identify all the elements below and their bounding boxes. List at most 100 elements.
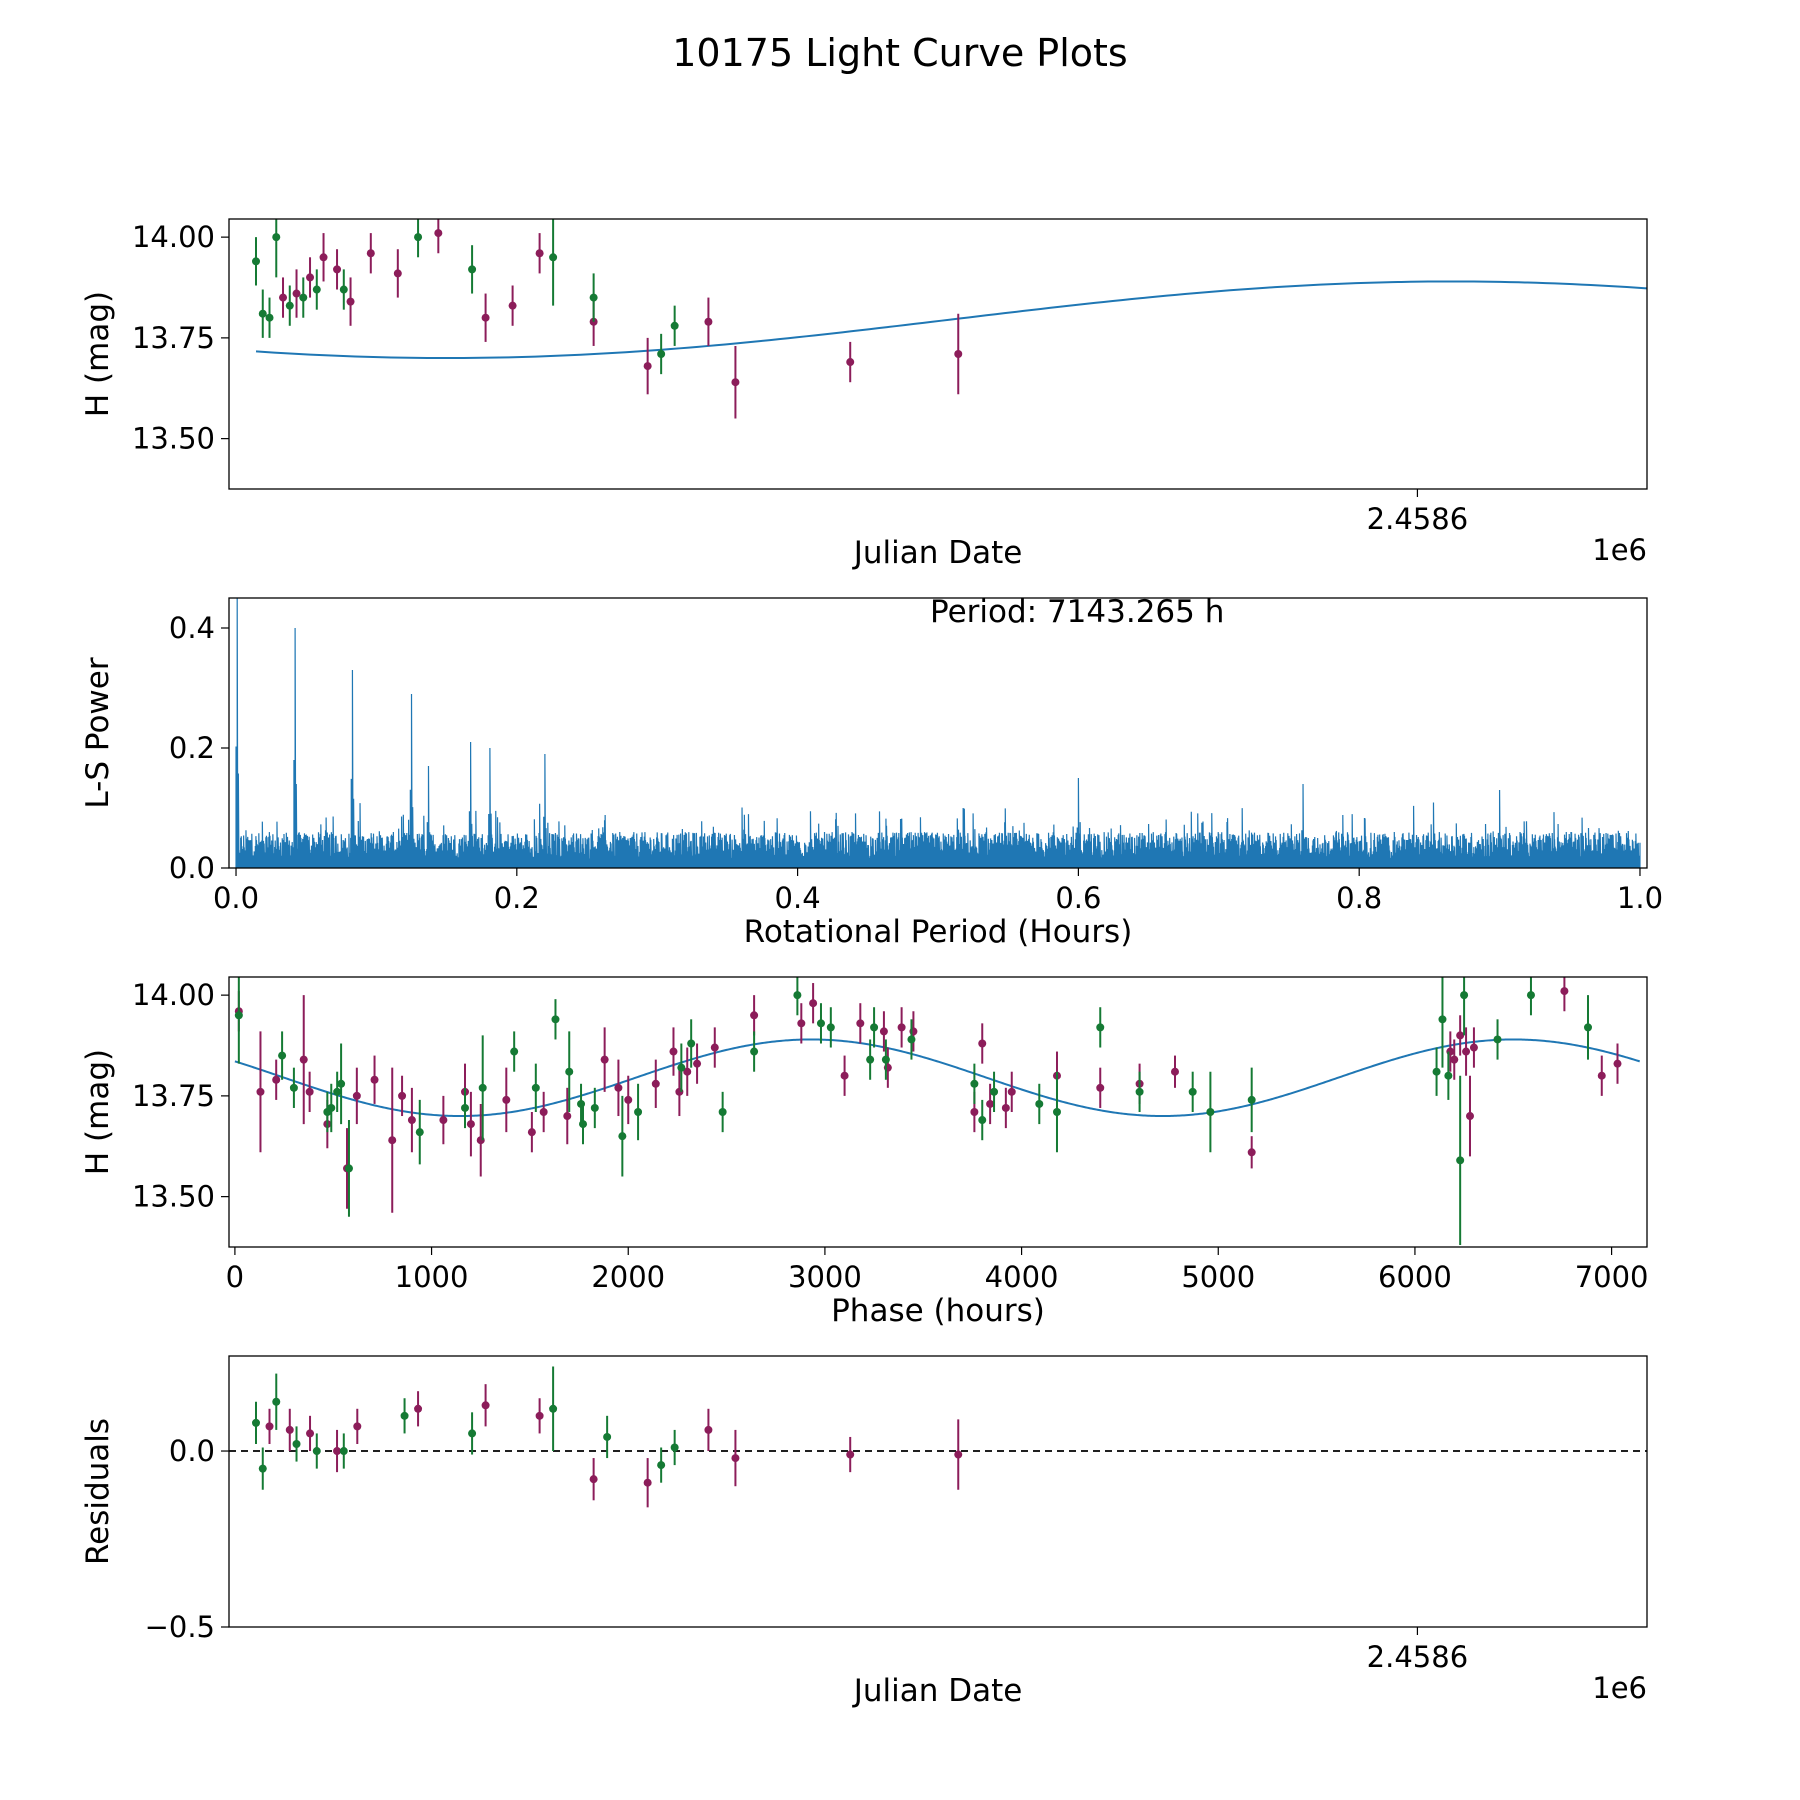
x-axis-label: Julian Date <box>852 535 1023 571</box>
data-point <box>285 1425 294 1434</box>
data-point <box>669 1047 678 1056</box>
data-point <box>907 1035 916 1044</box>
data-point <box>624 1095 633 1104</box>
x-tick-label: 6000 <box>1378 1260 1452 1294</box>
x-tick-label: 0.0 <box>213 881 259 915</box>
data-point <box>816 1019 825 1028</box>
data-point <box>461 1103 470 1112</box>
data-point <box>1052 1108 1061 1116</box>
x-tick-label: 2.4586 <box>1367 1640 1468 1674</box>
data-point <box>252 257 261 266</box>
data-point <box>434 229 443 238</box>
x-tick-label: 1000 <box>395 1260 469 1294</box>
x-tick-label: 2.4586 <box>1367 502 1468 536</box>
data-point <box>750 1011 759 1020</box>
data-point <box>704 1425 713 1434</box>
data-point <box>333 1087 342 1096</box>
data-point <box>634 1108 643 1116</box>
data-point <box>643 362 652 371</box>
data-point <box>670 1443 679 1452</box>
data-point <box>549 1404 558 1413</box>
data-point <box>1583 1023 1592 1032</box>
data-point <box>252 1418 261 1427</box>
data-point <box>970 1079 979 1088</box>
data-point <box>439 1116 448 1125</box>
panel-residuals: 2.45862.45882.45902.45922.45942.4596−0.5… <box>80 1355 1648 1709</box>
data-point <box>1001 1103 1010 1112</box>
data-point <box>292 289 301 298</box>
data-point <box>344 1164 353 1173</box>
data-point <box>531 1083 540 1092</box>
panel-light-curve: 2.45862.45882.45902.45922.45942.459613.5… <box>80 218 1648 571</box>
data-point <box>978 1116 987 1125</box>
data-point <box>840 1071 849 1080</box>
data-point <box>793 991 802 1000</box>
data-point <box>327 1103 336 1112</box>
data-point <box>651 1079 660 1088</box>
data-point <box>1247 1095 1256 1104</box>
panel-phased-curve: 0 1000 2000 3000 4000 5000 6000 7000 13.50 13.75 1… <box>80 976 1649 1329</box>
data-point <box>1432 1067 1441 1076</box>
data-point <box>1135 1087 1144 1096</box>
data-point <box>579 1120 588 1129</box>
plot-area-periodogram <box>235 598 1641 868</box>
data-point <box>718 1108 727 1116</box>
data-point <box>370 1075 379 1084</box>
data-point <box>1450 1055 1459 1064</box>
data-point <box>258 1464 267 1473</box>
data-point <box>306 273 315 282</box>
data-point <box>881 1055 890 1064</box>
x-offset-label: 1e6 <box>1592 1671 1647 1705</box>
data-point <box>590 1103 599 1112</box>
data-point <box>1206 1108 1215 1116</box>
data-point <box>319 253 328 262</box>
data-point <box>683 1067 692 1076</box>
data-point <box>468 265 477 274</box>
data-point <box>846 358 855 367</box>
data-point <box>353 1422 362 1431</box>
data-point <box>352 1091 361 1100</box>
data-point <box>388 1136 397 1145</box>
data-point <box>535 249 544 258</box>
data-point <box>657 1461 666 1470</box>
data-point <box>614 1083 623 1092</box>
axes-frame <box>228 1355 1648 1628</box>
y-tick-label: 0.0 <box>169 851 215 885</box>
y-tick-label: 0.0 <box>169 1434 215 1468</box>
data-point <box>312 1447 321 1456</box>
data-point <box>1465 1112 1474 1121</box>
data-point <box>879 1027 888 1036</box>
data-point <box>866 1055 875 1064</box>
data-point <box>1438 1015 1447 1024</box>
data-point <box>1444 1071 1453 1080</box>
y-tick-label: 13.75 <box>132 321 215 355</box>
data-point <box>846 1450 855 1459</box>
data-point <box>539 1108 548 1116</box>
data-point <box>1456 1031 1465 1040</box>
data-point <box>339 285 348 294</box>
data-point <box>256 1087 265 1096</box>
data-point <box>1469 1043 1478 1052</box>
x-tick-label: 0 <box>226 1260 244 1294</box>
x-tick-label: 5000 <box>1181 1260 1255 1294</box>
y-tick-label: 14.00 <box>132 220 215 254</box>
axes-frame <box>228 976 1648 1248</box>
data-point <box>897 1023 906 1032</box>
y-tick-label: 13.75 <box>132 1079 215 1113</box>
data-point <box>603 1432 612 1441</box>
data-point <box>398 1091 407 1100</box>
data-point <box>1170 1067 1179 1076</box>
x-tick-label: 0.4 <box>775 881 821 915</box>
data-point <box>535 1411 544 1420</box>
data-point <box>657 350 666 358</box>
model-curve <box>255 280 1647 360</box>
plot-area-phased-curve <box>234 977 1641 1245</box>
data-point <box>954 350 963 358</box>
y-tick-label: 14.00 <box>132 978 215 1012</box>
data-point <box>809 999 818 1008</box>
axes-frame <box>228 218 1648 490</box>
data-point <box>1096 1083 1105 1092</box>
